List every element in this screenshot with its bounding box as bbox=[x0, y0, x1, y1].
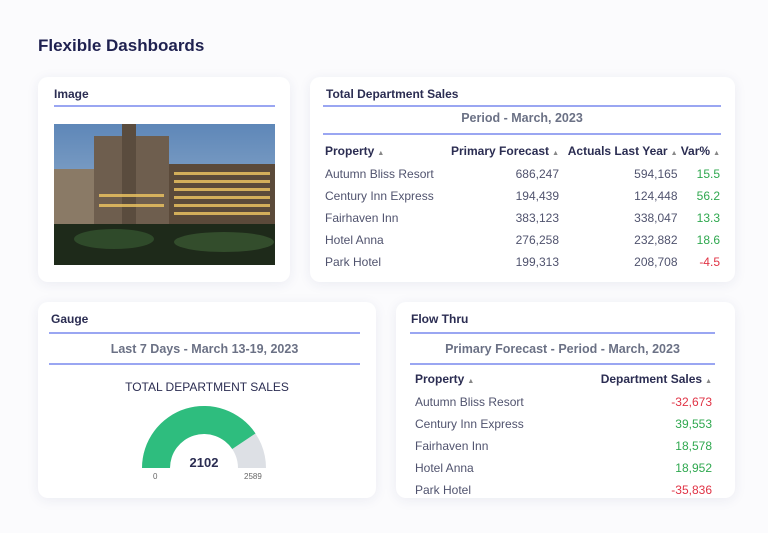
gauge-card-title: Gauge bbox=[51, 312, 89, 326]
sort-up-icon: ▲ bbox=[713, 150, 720, 157]
flow-thru-card: Flow Thru Primary Forecast - Period - Ma… bbox=[396, 302, 735, 498]
divider bbox=[410, 332, 715, 334]
table-row: Hotel Anna 276,258 232,882 18.6 bbox=[325, 233, 720, 247]
table-header-row: Property ▲ Department Sales ▲ bbox=[415, 367, 712, 391]
column-header-primary-forecast[interactable]: Primary Forecast ▲ bbox=[451, 144, 559, 158]
divider bbox=[410, 363, 715, 365]
total-department-sales-card: Total Department Sales Period - March, 2… bbox=[310, 77, 735, 282]
column-header-property[interactable]: Property ▲ bbox=[415, 372, 475, 386]
table-row: Fairhaven Inn 383,123 338,047 13.3 bbox=[325, 211, 720, 225]
sort-up-icon: ▲ bbox=[552, 150, 559, 157]
gauge-chart bbox=[142, 406, 266, 468]
divider bbox=[323, 133, 721, 135]
page-title: Flexible Dashboards bbox=[38, 36, 205, 55]
table-row: Hotel Anna 18,952 bbox=[415, 461, 712, 475]
sort-up-icon: ▲ bbox=[377, 150, 385, 157]
image-card-title: Image bbox=[54, 87, 89, 101]
gauge-min: 0 bbox=[153, 472, 158, 481]
gauge-max: 2589 bbox=[244, 472, 262, 481]
column-header-department-sales[interactable]: Department Sales ▲ bbox=[600, 372, 712, 386]
column-header-property[interactable]: Property ▲ bbox=[325, 144, 385, 158]
table-row: Century Inn Express 39,553 bbox=[415, 417, 712, 431]
divider bbox=[54, 105, 275, 107]
divider bbox=[49, 332, 360, 334]
sales-period: Period - March, 2023 bbox=[461, 111, 583, 125]
hotel-image bbox=[54, 124, 275, 265]
column-header-actuals-last-year[interactable]: Actuals Last Year ▲ bbox=[567, 144, 678, 158]
table-row: Park Hotel -35,836 bbox=[415, 483, 712, 497]
gauge-fill bbox=[142, 406, 256, 468]
gauge-label: TOTAL DEPARTMENT SALES bbox=[125, 380, 289, 394]
flow-table: Property ▲ Department Sales ▲ Autumn Bliss… bbox=[415, 367, 712, 501]
table-row: Fairhaven Inn 18,578 bbox=[415, 439, 712, 453]
column-header-var-pct[interactable]: Var% ▲ bbox=[680, 144, 720, 158]
gauge-period: Last 7 Days - March 13-19, 2023 bbox=[110, 342, 299, 356]
image-card: Image bbox=[38, 77, 290, 282]
gauge-value: 2102 bbox=[189, 455, 219, 470]
gauge-card: Gauge Last 7 Days - March 13-19, 2023 TO… bbox=[38, 302, 376, 498]
sort-up-icon: ▲ bbox=[467, 378, 475, 385]
sort-up-icon: ▲ bbox=[670, 150, 678, 157]
divider bbox=[323, 105, 721, 107]
sort-up-icon: ▲ bbox=[705, 378, 712, 385]
table-row: Autumn Bliss Resort 686,247 594,165 15.5 bbox=[325, 167, 720, 181]
divider bbox=[49, 363, 360, 365]
table-row: Park Hotel 199,313 208,708 -4.5 bbox=[325, 255, 720, 269]
flow-card-title: Flow Thru bbox=[411, 312, 469, 326]
table-row: Autumn Bliss Resort -32,673 bbox=[415, 395, 712, 409]
table-header-row: Property ▲ Primary Forecast ▲ Actuals Last… bbox=[325, 139, 720, 163]
table-row: Century Inn Express 194,439 124,448 56.2 bbox=[325, 189, 720, 203]
sales-table: Property ▲ Primary Forecast ▲ Actuals Last… bbox=[325, 139, 720, 273]
flow-period: Primary Forecast - Period - March, 2023 bbox=[445, 342, 680, 356]
sales-card-title: Total Department Sales bbox=[326, 87, 459, 101]
